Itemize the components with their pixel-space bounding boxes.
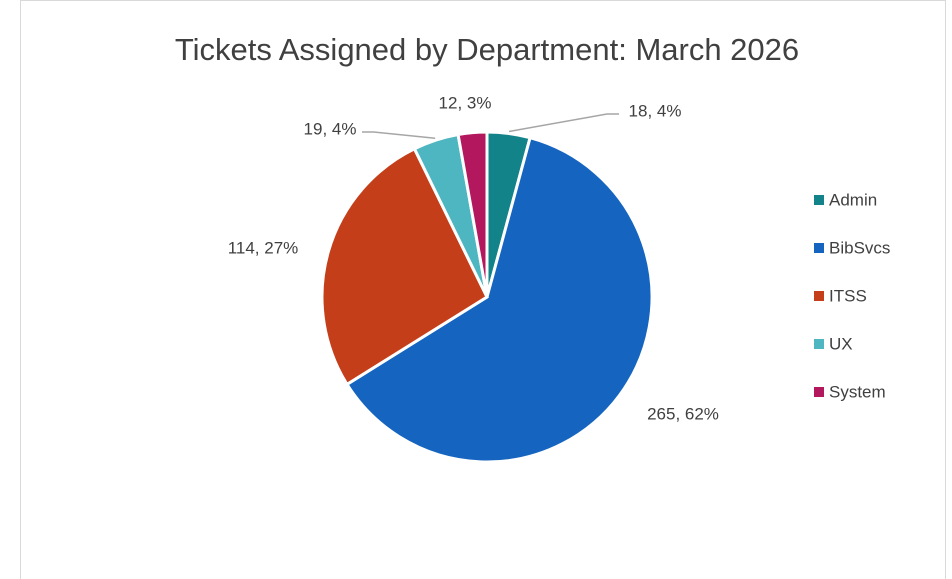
data-label: 18, 4% (629, 101, 682, 120)
legend-swatch (814, 387, 824, 397)
legend-swatch (814, 339, 824, 349)
pie-slice (456, 130, 489, 298)
legend-label: UX (829, 334, 853, 353)
pie-slice (320, 146, 489, 387)
legend-swatch (814, 291, 824, 301)
data-label: 265, 62% (647, 404, 719, 423)
pie-slice (344, 135, 654, 464)
legend-label: BibSvcs (829, 238, 890, 257)
data-label: 12, 3% (439, 93, 492, 112)
leader-line (362, 131, 436, 139)
leader-line (508, 113, 619, 133)
legend-swatch (814, 195, 824, 205)
legend-label: System (829, 382, 886, 401)
chart-title: Tickets Assigned by Department: March 20… (175, 32, 799, 67)
data-label: 114, 27% (228, 238, 299, 257)
data-label: 19, 4% (304, 119, 357, 138)
legend-swatch (814, 243, 824, 253)
legend-label: ITSS (829, 286, 867, 305)
legend-label: Admin (829, 190, 877, 209)
